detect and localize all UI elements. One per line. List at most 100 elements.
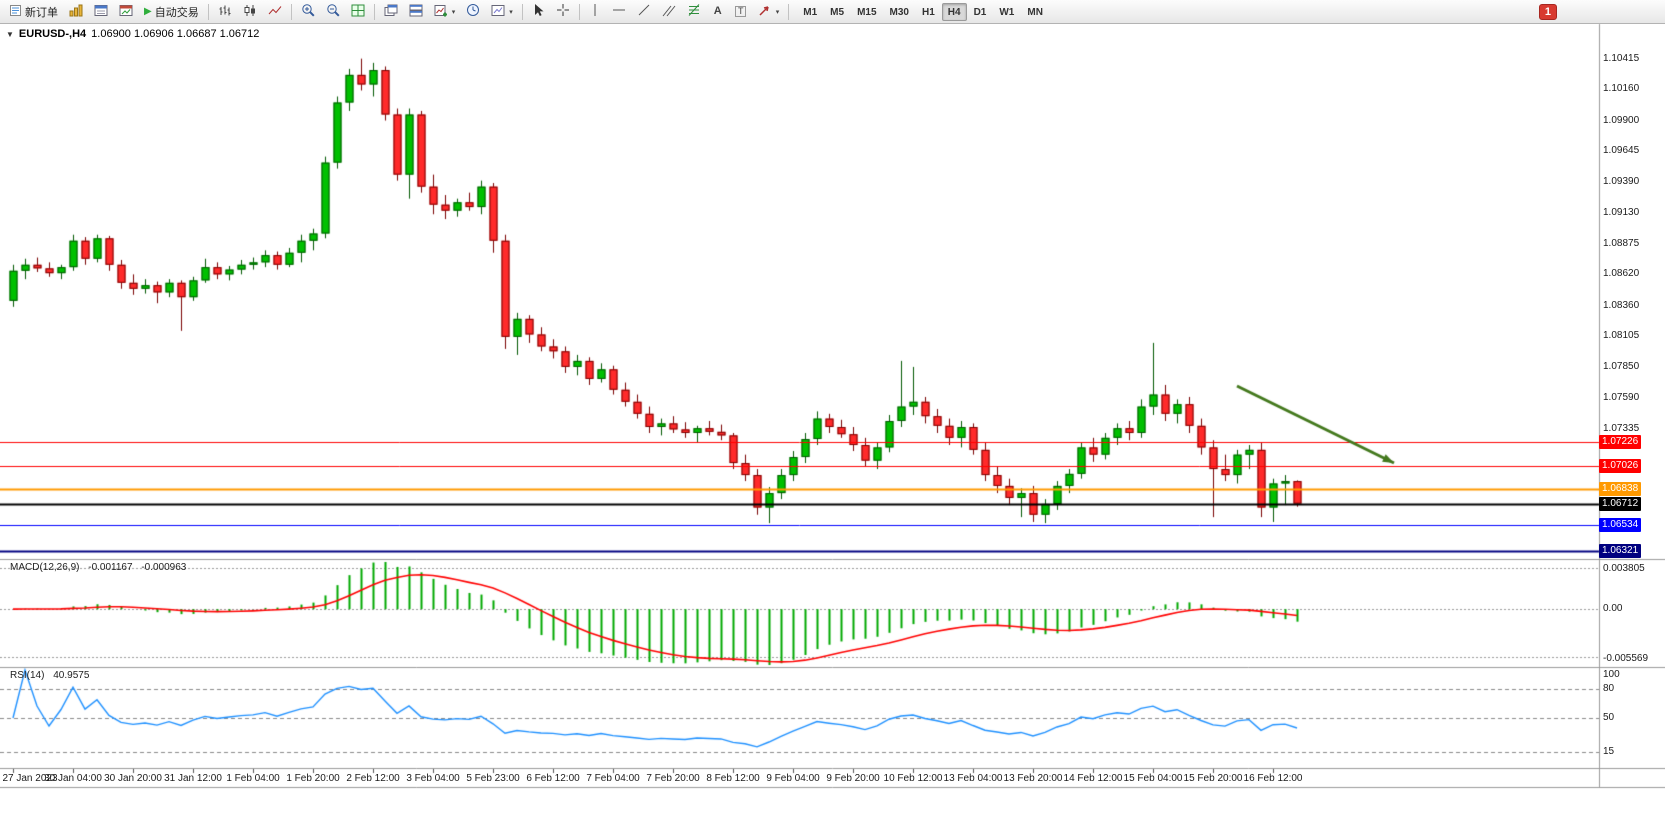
templates-button[interactable]: ▾ <box>486 2 518 22</box>
cascade-windows-icon <box>384 4 398 20</box>
text-icon: A <box>713 5 722 17</box>
timeframe-group: M1 M5 M15 M30 H1 H4 D1 W1 MN <box>797 2 1049 21</box>
time-axis-label: 1 Feb 04:00 <box>226 773 280 784</box>
time-axis-label: 27 Jan 2023 <box>2 773 58 784</box>
zoom-out-button[interactable] <box>321 2 345 22</box>
timeframe-button-M5[interactable]: M5 <box>830 6 845 18</box>
navigator-icon <box>119 4 133 20</box>
timeframe-button-M30[interactable]: M30 <box>889 6 909 18</box>
price-axis-label: 1.07590 <box>1603 392 1640 404</box>
new-order-button[interactable]: 新订单 <box>4 2 63 22</box>
price-axis-label: 1.07850 <box>1603 360 1640 372</box>
new-order-label: 新订单 <box>25 6 58 19</box>
timeframe-button-M1[interactable]: M1 <box>803 6 818 18</box>
equidistant-channel-icon <box>662 3 676 20</box>
horizontal-line-tool-button[interactable] <box>607 2 631 22</box>
templates-icon <box>491 4 505 20</box>
rsi-value: 40.9575 <box>53 670 90 681</box>
cursor-tool-button[interactable] <box>527 2 550 22</box>
time-axis-label: 9 Feb 20:00 <box>826 773 880 784</box>
period-clock-button[interactable] <box>461 2 485 22</box>
new-chart-icon <box>434 4 448 20</box>
time-axis-label: 8 Feb 12:00 <box>706 773 760 784</box>
tile-windows-icon <box>351 4 365 20</box>
fibonacci-icon <box>687 3 701 20</box>
price-axis-label: 1.10160 <box>1603 83 1640 95</box>
timeframe-button-M15[interactable]: M15 <box>857 6 877 18</box>
rsi-name: RSI(14) <box>10 670 45 681</box>
candlestick-mode-button[interactable] <box>238 2 262 22</box>
timeframe-button-MN[interactable]: MN <box>1027 6 1043 18</box>
candlestick-chart-icon <box>243 4 257 20</box>
horizontal-line-icon <box>612 5 626 18</box>
fibonacci-tool-button[interactable] <box>682 2 706 22</box>
time-axis-label: 15 Feb 20:00 <box>1183 773 1243 784</box>
auto-trading-play-icon: ▶ <box>144 5 152 17</box>
vertical-line-tool-button[interactable] <box>584 2 606 22</box>
text-label-icon: T <box>734 6 747 17</box>
price-axis-label: 1.09645 <box>1603 145 1640 157</box>
chevron-down-icon: ▾ <box>775 8 780 16</box>
macd-axis-max: 0.003805 <box>1603 563 1645 574</box>
rsi-axis-label: 50 <box>1603 712 1615 723</box>
macd-signal-value: -0.000963 <box>141 562 187 573</box>
trendline-icon <box>637 3 651 20</box>
timeframe-button-W1[interactable]: W1 <box>999 6 1015 18</box>
chevron-down-icon: ▾ <box>451 8 456 16</box>
auto-trading-label: 自动交易 <box>154 6 199 19</box>
data-window-button[interactable] <box>89 2 113 22</box>
macd-main-value: -0.001167 <box>88 562 133 573</box>
price-tag: 1.07226 <box>1599 434 1642 449</box>
channel-tool-button[interactable] <box>657 2 681 22</box>
timeframe-button-H1[interactable]: H1 <box>921 6 935 18</box>
line-chart-icon <box>268 4 282 20</box>
rsi-axis-label: 100 <box>1603 669 1620 680</box>
text-tool-button[interactable]: A <box>707 2 729 22</box>
toolbar: 新订单 ▶ 自动交易 <box>0 0 1665 24</box>
toolbar-separator <box>788 3 790 20</box>
notification-badge[interactable]: 1 <box>1538 4 1557 20</box>
time-axis-label: 14 Feb 12:00 <box>1063 773 1123 784</box>
arrows-tool-button[interactable]: ▾ <box>753 2 785 22</box>
time-axis-label: 31 Jan 12:00 <box>164 773 222 784</box>
one-click-trading-toggle[interactable]: ▼ <box>6 29 14 39</box>
bar-chart-mode-button[interactable] <box>213 2 237 22</box>
toolbar-separator <box>578 3 580 20</box>
time-axis-label: 10 Feb 12:00 <box>883 773 943 784</box>
chevron-down-icon: ▾ <box>509 8 513 16</box>
toolbar-separator <box>521 3 523 20</box>
time-axis-label: 13 Feb 04:00 <box>943 773 1003 784</box>
data-window-icon <box>94 4 108 20</box>
market-watch-icon <box>69 4 83 20</box>
text-label-tool-button[interactable]: T <box>730 2 752 22</box>
toolbar-separator <box>207 3 209 20</box>
chart-canvas[interactable] <box>0 0 1665 800</box>
symbol-timeframe-label: EURUSD-,H4 <box>18 28 87 40</box>
price-axis-label: 1.07335 <box>1603 422 1640 434</box>
timeframe-button-H4[interactable]: H4 <box>941 2 967 21</box>
tile-windows-button[interactable] <box>346 2 370 22</box>
price-tag: 1.06712 <box>1599 496 1642 511</box>
time-axis-label: 3 Feb 04:00 <box>406 773 460 784</box>
crosshair-tool-button[interactable] <box>551 2 575 22</box>
time-axis-label: 9 Feb 04:00 <box>766 773 820 784</box>
auto-trading-button[interactable]: ▶ 自动交易 <box>139 2 204 22</box>
price-axis-label: 1.08105 <box>1603 330 1640 342</box>
tile-horizontal-icon <box>409 4 423 20</box>
navigator-button[interactable] <box>114 2 138 22</box>
new-chart-button[interactable]: ▾ <box>429 2 461 22</box>
tile-horizontal-button[interactable] <box>404 2 428 22</box>
market-watch-button[interactable] <box>64 2 88 22</box>
line-chart-mode-button[interactable] <box>263 2 287 22</box>
cascade-windows-button[interactable] <box>379 2 403 22</box>
macd-axis-zero: 0.00 <box>1603 603 1623 615</box>
rsi-axis-label: 15 <box>1603 745 1615 757</box>
time-axis-label: 30 Jan 20:00 <box>104 773 162 784</box>
new-order-icon <box>9 4 22 20</box>
trendline-tool-button[interactable] <box>632 2 656 22</box>
zoom-in-button[interactable] <box>296 2 320 22</box>
timeframe-button-D1[interactable]: D1 <box>973 6 987 18</box>
price-axis-label: 1.08360 <box>1603 299 1640 311</box>
price-tag: 1.06321 <box>1599 543 1642 558</box>
